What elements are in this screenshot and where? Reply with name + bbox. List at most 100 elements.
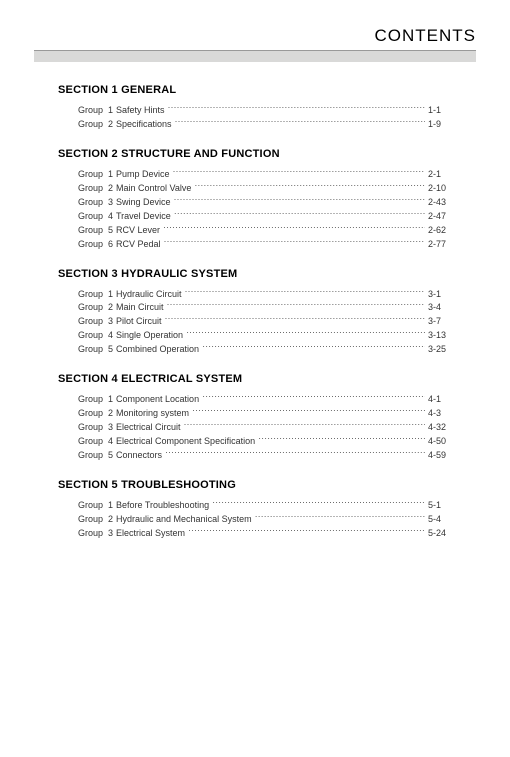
group-label: Travel Device (116, 210, 171, 224)
group-label: Electrical Circuit (116, 421, 181, 435)
group-number: 3 (105, 421, 113, 435)
dot-leader (202, 343, 425, 352)
page-ref: 2-77 (428, 238, 452, 252)
group-label: Pilot Circuit (116, 315, 162, 329)
group-row: Group1Safety Hints 1-1 (78, 104, 452, 118)
group-number: 4 (105, 210, 113, 224)
group-label: Monitoring system (116, 407, 189, 421)
group-row: Group1Component Location 4-1 (78, 393, 452, 407)
group-number: 1 (105, 168, 113, 182)
dot-leader (167, 301, 425, 310)
dot-leader (168, 104, 425, 113)
header-band: CONTENTS (34, 36, 476, 62)
group-label: RCV Pedal (116, 238, 161, 252)
group-row: Group3Pilot Circuit 3-7 (78, 315, 452, 329)
group-row: Group4Single Operation 3-13 (78, 329, 452, 343)
section-title: SECTION 3 HYDRAULIC SYSTEM (58, 268, 452, 280)
group-prefix: Group (78, 393, 103, 407)
page-ref: 3-7 (428, 315, 452, 329)
dot-leader (258, 435, 425, 444)
group-label: Swing Device (116, 196, 171, 210)
section-title: SECTION 5 TROUBLESHOOTING (58, 479, 452, 491)
group-number: 3 (105, 527, 113, 541)
group-row: Group2Monitoring system 4-3 (78, 407, 452, 421)
page-ref: 4-50 (428, 435, 452, 449)
page-ref: 5-1 (428, 499, 452, 513)
section-block: SECTION 2 STRUCTURE AND FUNCTIONGroup1Pu… (58, 148, 452, 252)
group-label: Before Troubleshooting (116, 499, 209, 513)
dot-leader (175, 118, 425, 127)
group-prefix: Group (78, 343, 103, 357)
dot-leader (163, 224, 425, 233)
group-prefix: Group (78, 407, 103, 421)
group-prefix: Group (78, 118, 103, 132)
dot-leader (173, 168, 425, 177)
page-ref: 4-59 (428, 449, 452, 463)
group-label: Main Control Valve (116, 182, 191, 196)
group-prefix: Group (78, 435, 103, 449)
group-prefix: Group (78, 301, 103, 315)
group-row: Group5Connectors 4-59 (78, 449, 452, 463)
group-label: Hydraulic and Mechanical System (116, 513, 252, 527)
dot-leader (174, 196, 425, 205)
group-prefix: Group (78, 315, 103, 329)
dot-leader (165, 449, 425, 458)
group-list: Group1Before Troubleshooting 5-1Group2Hy… (78, 499, 452, 541)
group-number: 3 (105, 196, 113, 210)
page-ref: 1-9 (428, 118, 452, 132)
page-ref: 3-25 (428, 343, 452, 357)
section-title: SECTION 2 STRUCTURE AND FUNCTION (58, 148, 452, 160)
page-ref: 3-1 (428, 288, 452, 302)
page-ref: 4-1 (428, 393, 452, 407)
page-ref: 3-13 (428, 329, 452, 343)
section-block: SECTION 5 TROUBLESHOOTING Group1Before Tr… (58, 479, 452, 541)
page-ref: 1-1 (428, 104, 452, 118)
group-number: 2 (105, 182, 113, 196)
page-ref: 3-4 (428, 301, 452, 315)
group-row: Group4Travel Device 2-47 (78, 210, 452, 224)
section-block: SECTION 1 GENERALGroup1Safety Hints 1-1G… (58, 84, 452, 132)
page-ref: 4-32 (428, 421, 452, 435)
group-row: Group6RCV Pedal 2-77 (78, 238, 452, 252)
group-row: Group1Hydraulic Circuit 3-1 (78, 288, 452, 302)
group-number: 3 (105, 315, 113, 329)
group-prefix: Group (78, 449, 103, 463)
page-ref: 4-3 (428, 407, 452, 421)
group-label: RCV Lever (116, 224, 160, 238)
group-number: 1 (105, 288, 113, 302)
group-prefix: Group (78, 527, 103, 541)
section-title: SECTION 4 ELECTRICAL SYSTEM (58, 373, 452, 385)
group-row: Group2Specifications 1-9 (78, 118, 452, 132)
group-label: Combined Operation (116, 343, 199, 357)
group-row: Group2Main Circuit 3-4 (78, 301, 452, 315)
dot-leader (165, 315, 425, 324)
dot-leader (184, 421, 425, 430)
group-prefix: Group (78, 104, 103, 118)
dot-leader (186, 329, 425, 338)
group-list: Group1Component Location 4-1Group2Monito… (78, 393, 452, 463)
group-number: 1 (105, 104, 113, 118)
dot-leader (192, 407, 425, 416)
group-prefix: Group (78, 168, 103, 182)
group-row: Group3Electrical Circuit 4-32 (78, 421, 452, 435)
header-gray-bar (34, 50, 476, 62)
group-row: Group2Main Control Valve 2-10 (78, 182, 452, 196)
dot-leader (194, 182, 425, 191)
group-label: Main Circuit (116, 301, 164, 315)
contents-body: SECTION 1 GENERALGroup1Safety Hints 1-1G… (58, 84, 452, 541)
group-list: Group1Safety Hints 1-1Group2Specificatio… (78, 104, 452, 132)
group-label: Component Location (116, 393, 199, 407)
section-title: SECTION 1 GENERAL (58, 84, 452, 96)
group-number: 1 (105, 499, 113, 513)
group-prefix: Group (78, 421, 103, 435)
group-prefix: Group (78, 329, 103, 343)
page-ref: 2-43 (428, 196, 452, 210)
group-prefix: Group (78, 288, 103, 302)
group-number: 4 (105, 435, 113, 449)
group-number: 6 (105, 238, 113, 252)
group-label: Safety Hints (116, 104, 165, 118)
page-ref: 2-1 (428, 168, 452, 182)
group-number: 5 (105, 224, 113, 238)
dot-leader (255, 513, 425, 522)
section-block: SECTION 4 ELECTRICAL SYSTEM Group1Compone… (58, 373, 452, 463)
